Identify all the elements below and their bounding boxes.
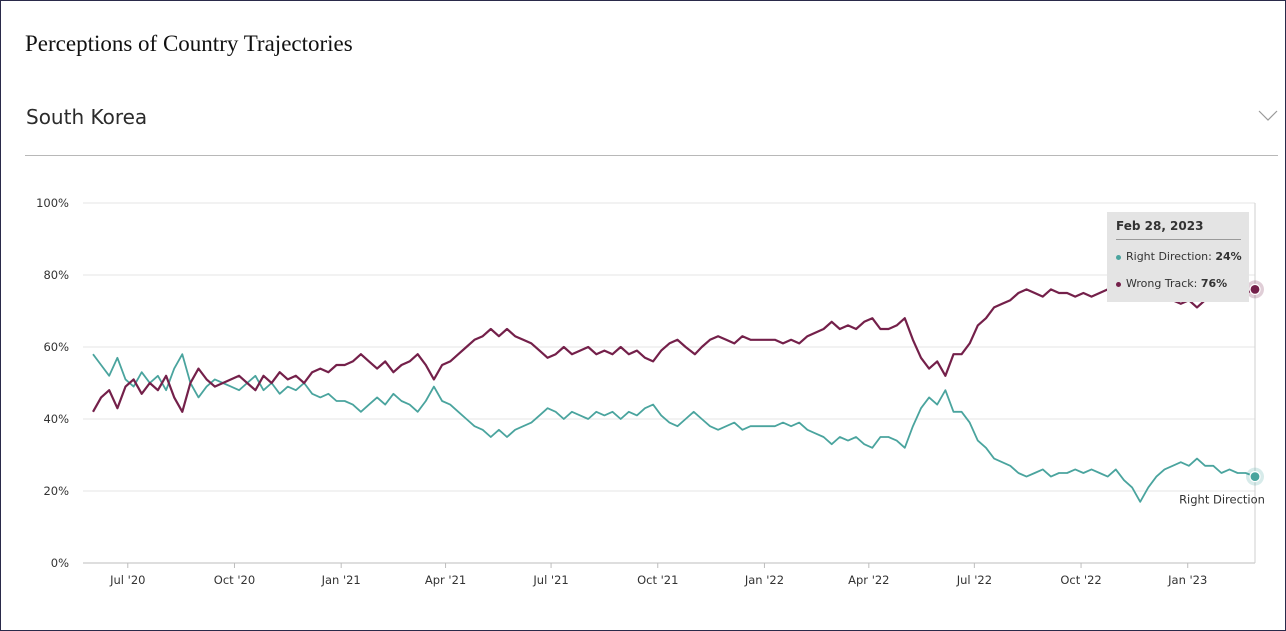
y-tick-label: 0% [51,556,69,570]
series-lines [92,263,1256,503]
country-selector-value: South Korea [26,105,148,129]
tooltip-right-label: Right Direction: [1126,250,1212,263]
tooltip-wrong-value: 76% [1200,277,1228,290]
y-axis-ticks: 0% 20% 40% 60% 80% 100% [36,196,69,570]
tooltip-right-value: 24% [1215,250,1242,263]
hover-markers [1246,280,1264,486]
x-tick-label: Apr '21 [425,573,466,587]
x-tick-label: Oct '22 [1060,573,1101,587]
y-tick-label: 40% [43,412,69,426]
chart-tooltip: Feb 28, 2023 Right Direction: 24% Wrong … [1107,212,1249,302]
series-line-wrong [92,263,1256,413]
country-selector[interactable]: South Korea [25,97,1278,156]
right-direction-dot-icon [1116,254,1121,260]
series-line-right [92,353,1256,503]
x-tick-label: Oct '20 [214,573,255,587]
tooltip-row-right-direction: Right Direction: 24% [1116,250,1242,263]
y-tick-label: 20% [43,484,69,498]
x-tick-label: Jul '22 [956,573,992,587]
page-title: Perceptions of Country Trajectories [25,31,353,56]
tooltip-wrong-label: Wrong Track: [1126,277,1198,290]
hover-marker-wrong [1249,283,1261,295]
x-tick-label: Apr '22 [848,573,889,587]
x-axis-ticks: Jul '20 Oct '20 Jan '21 Apr '21 Jul '21 Oct '… [109,563,1207,587]
x-tick-label: Oct '21 [637,573,678,587]
tooltip-date: Feb 28, 2023 [1116,219,1204,233]
gridlines [83,202,1255,564]
x-tick-label: Jan '23 [1167,573,1207,587]
tooltip-divider [1116,239,1241,240]
y-tick-label: 100% [36,196,69,210]
tooltip-row-wrong-track: Wrong Track: 76% [1116,277,1227,290]
x-tick-label: Jul '20 [109,573,145,587]
x-tick-label: Jan '21 [321,573,361,587]
x-tick-label: Jul '21 [532,573,568,587]
x-tick-label: Jan '22 [744,573,784,587]
y-tick-label: 80% [43,268,69,282]
hover-marker-right [1249,471,1261,483]
wrong-track-dot-icon [1116,281,1121,287]
series-annotation-right-direction: Right Direction [1179,493,1265,507]
chevron-down-icon [1258,110,1278,121]
y-tick-label: 60% [43,340,69,354]
